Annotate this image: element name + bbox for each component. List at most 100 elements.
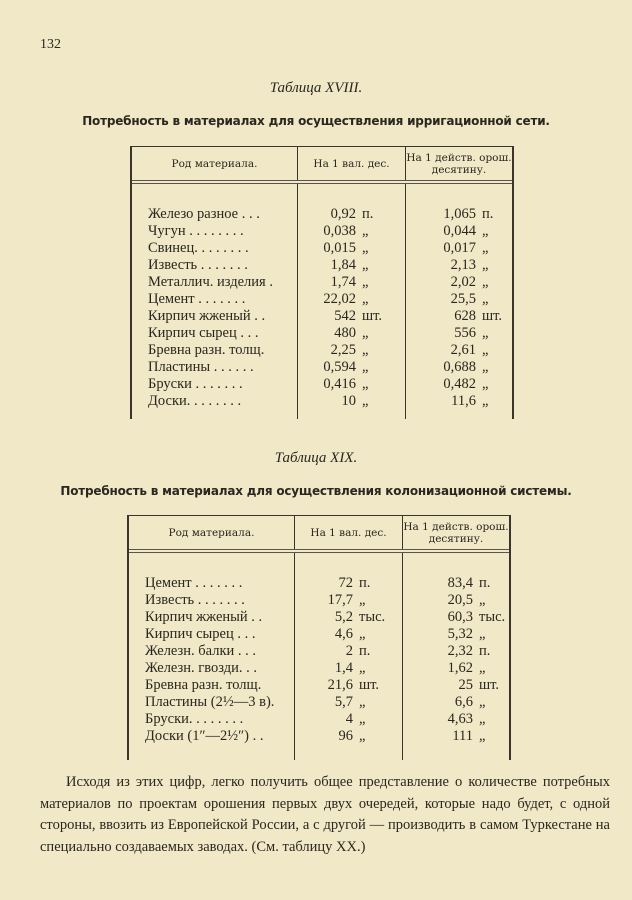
table-cell: 60,3 тыс. [403,609,509,626]
material-name: Бревна разн. толщ. [148,342,265,358]
cell-value: 2,32 [447,643,473,659]
cell-unit: „ [482,240,489,256]
cell-unit: „ [479,728,486,744]
cell-value: 0,482 [443,376,476,392]
table-cell: 10 „ [298,393,405,410]
cell-value: 25,5 [450,291,476,307]
cell-value: 21,6 [327,677,353,693]
material-column: Цемент . . . . . . . Известь . . . . . . … [129,553,294,760]
table-cell: 1,84 „ [298,257,405,274]
cell-value: 4 [345,711,353,727]
cell-unit: п. [482,206,494,222]
table-cell: 556 „ [406,325,512,342]
table-18-title: Таблица XVIII. [269,80,363,96]
table-header: Род материала. На 1 вал. дес. На 1 действ.… [129,516,509,553]
cell-value: 1,065 [443,206,476,222]
cell-value: 1,84 [330,257,356,273]
cell-unit: „ [362,376,369,392]
table-cell: 4,6 „ [295,626,402,643]
table-cell: 111 „ [403,728,509,745]
table-18-heading: Потребность в материалах для осуществлен… [82,114,550,128]
table-cell: 11,6 „ [406,393,512,410]
table-cell: 2,02 „ [406,274,512,291]
table-cell: 4 „ [295,711,402,728]
table-cell: 0,416 „ [298,376,405,393]
material-name: Железн. гвозди. . . [145,660,257,676]
cell-unit: шт. [482,308,503,324]
cell-value: 0,015 [323,240,356,256]
cell-unit: шт. [362,308,383,324]
table-cell: 1,74 „ [298,274,405,291]
cell-value: 22,02 [323,291,356,307]
value-column: 72 п. 17,7 „ 5,2 тыс. 4,6 „ 2 п. 1,4 „ 21,6 шт. 5,7 „ 4 „… [294,553,402,760]
cell-value: 5,2 [334,609,353,625]
cell-value: 542 [334,308,356,324]
cell-unit: „ [482,393,489,409]
material-name: Пластины . . . . . . [148,359,254,375]
value-column: 1,065 п. 0,044 „ 0,017 „ 2,13 „ 2,02 „ 25,5 „ 628 шт.… [405,184,512,419]
table-cell: 480 „ [298,325,405,342]
cell-value: 25 [458,677,474,693]
cell-unit: „ [359,728,366,744]
table-18: Род материала. На 1 вал. дес. На 1 действ.… [130,146,514,419]
cell-value: 1,74 [330,274,356,290]
cell-unit: „ [362,274,369,290]
table-cell: 0,594 „ [298,359,405,376]
cell-value: 72 [338,575,354,591]
table-header: Род материала. На 1 вал. дес. На 1 действ.… [132,147,512,184]
material-name: Доски. . . . . . . . [148,393,242,409]
cell-value: 20,5 [447,592,473,608]
table-cell: 20,5 „ [403,592,509,609]
material-name: Бревна разн. толщ. [145,677,262,693]
table-cell: 0,038 „ [298,223,405,240]
material-name: Бруски . . . . . . . [148,376,243,392]
cell-unit: „ [362,393,369,409]
table-cell: 2,25 „ [298,342,405,359]
table-19: Род материала. На 1 вал. дес. На 1 действ.… [127,515,511,760]
body-paragraph: Исходя из этих цифр, легко получить обще… [40,774,610,855]
cell-unit: „ [359,694,366,710]
cell-value: 2,02 [450,274,476,290]
material-name: Цемент . . . . . . . [148,291,246,307]
cell-unit: „ [482,359,489,375]
table-cell: 25 шт. [403,677,509,694]
table-cell: 1,62 „ [403,660,509,677]
value-column: 83,4 п. 20,5 „ 60,3 тыс. 5,32 „ 2,32 п. 1,62 „ 25 шт.… [402,553,509,760]
cell-unit: „ [482,291,489,307]
cell-value: 0,017 [443,240,476,256]
cell-unit: „ [482,257,489,273]
cell-value: 0,038 [323,223,356,239]
column-header: На 1 действ. орош. десятину. [402,516,509,549]
table-cell: 2,61 „ [406,342,512,359]
table-cell: 1,065 п. [406,206,512,223]
cell-unit: „ [362,342,369,358]
cell-unit: „ [359,626,366,642]
column-header: На 1 вал. дес. [297,147,405,180]
cell-unit: тыс. [479,609,506,625]
table-19-heading: Потребность в материалах для осуществлен… [60,484,572,498]
material-name: Железн. балки . . . [145,643,257,659]
cell-unit: „ [362,325,369,341]
cell-value: 96 [338,728,354,744]
page-number: 132 [40,37,61,52]
material-name: Цемент . . . . . . . [145,575,243,591]
table-cell: 2,32 п. [403,643,509,660]
cell-unit: п. [359,575,371,591]
material-name: Бруски. . . . . . . . [145,711,244,727]
table-cell: 83,4 п. [403,575,509,592]
table-cell: 5,32 „ [403,626,509,643]
material-column: Железо разное . . . Чугун . . . . . . . .… [132,184,297,419]
cell-value: 4,63 [447,711,473,727]
cell-unit: п. [479,643,491,659]
material-name: Свинец. . . . . . . . [148,240,249,256]
table-cell: 0,482 „ [406,376,512,393]
cell-value: 628 [454,308,476,324]
cell-value: 2 [345,643,353,659]
table-cell: 21,6 шт. [295,677,402,694]
cell-value: 4,6 [334,626,353,642]
cell-value: 1,62 [447,660,473,676]
column-header: На 1 вал. дес. [294,516,402,549]
cell-unit: „ [479,626,486,642]
table-cell: 1,4 „ [295,660,402,677]
cell-unit: „ [359,711,366,727]
